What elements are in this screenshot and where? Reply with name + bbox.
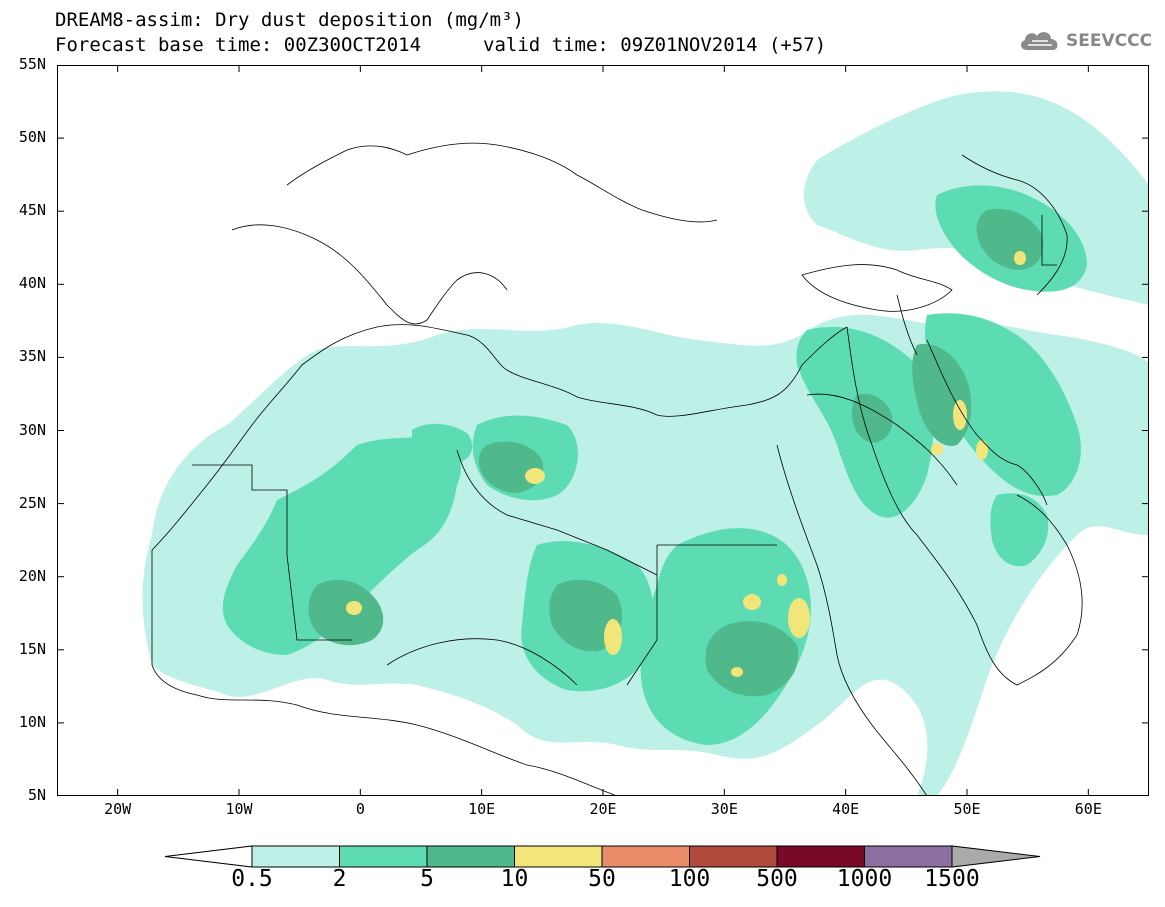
colorbar-label: 500 [756,866,798,892]
map-frame [57,65,1149,796]
colorbar-segment [864,845,953,868]
colorbar-segment [689,845,778,868]
lat-label: 15N [18,639,46,658]
map-border [57,65,1149,796]
dust-contour-level-10 [346,251,1026,677]
valid-time: valid time: 09Z01NOV2014 (+57) [483,34,827,56]
lon-label: 20W [104,800,132,818]
lon-label: 10E [468,800,496,818]
lat-label: 10N [18,712,46,731]
colorbar-segment [776,845,865,868]
colorbar-segment [514,845,603,868]
lat-label: 5N [27,786,46,804]
colorbar-label: 2 [332,866,347,892]
colorbar-label: 0.5 [231,866,273,892]
logo: SEEVCCC [1018,28,1152,54]
lat-label: 35N [18,347,46,366]
lon-label: 30E [710,800,738,818]
lon-label: 20E [589,800,617,818]
lon-label: 0 [355,800,365,818]
axis-ticks [57,65,1149,796]
colorbar-label: 50 [588,866,616,892]
lat-label: 20N [18,566,46,585]
title-line2: Forecast base time: 00Z30OCT2014 [55,34,422,56]
lon-label: 40E [832,800,860,818]
colorbar-label: 10 [500,866,529,892]
lon-label: 60E [1074,800,1102,818]
lat-label: 40N [18,274,46,293]
lat-label: 55N [18,55,46,73]
colorbar-segment [601,845,690,868]
title-line1: DREAM8-assim: Dry dust deposition (mg/m³… [55,9,524,31]
colorbar-label: 1000 [836,866,893,892]
colorbar-label: 1500 [924,866,980,892]
colorbar-label: 5 [420,866,434,892]
colorbar-under-triangle [164,845,253,868]
dust-contour-level-5 [308,208,1044,697]
colorbar-segment [251,845,340,868]
lat-label: 25N [18,493,46,512]
colorbar-over-triangle [951,845,1041,868]
cloud-icon [1021,32,1058,50]
lat-label: 30N [18,420,46,439]
colorbar-label: 100 [668,866,711,892]
colorbar-segment [426,845,515,868]
lat-label: 50N [18,128,46,147]
lon-label: 50E [953,800,981,818]
lat-label: 45N [18,201,46,220]
logo-text: SEEVCCC [1066,31,1153,51]
coastlines [151,142,1083,796]
political-borders [192,215,1057,686]
lon-label: 10W [225,800,253,818]
colorbar-segment [339,845,428,868]
